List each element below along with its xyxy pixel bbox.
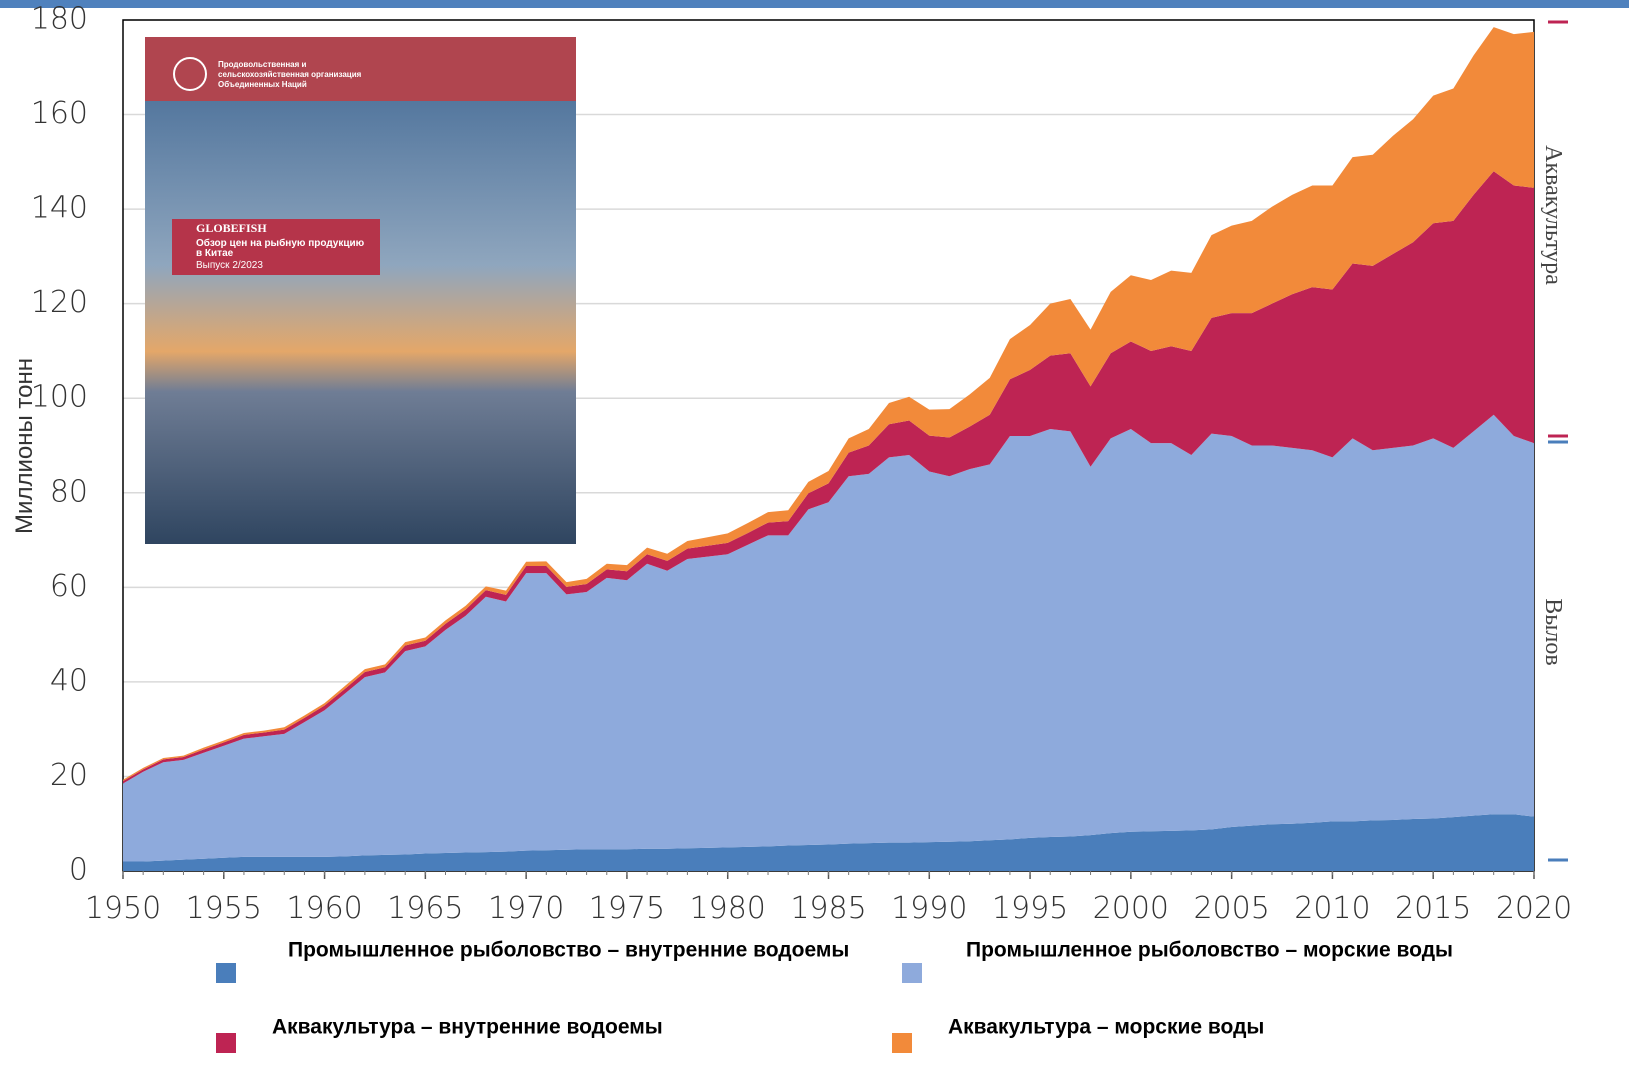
y-tick-label: 20 xyxy=(50,758,88,793)
x-tick-label: 1975 xyxy=(589,891,665,926)
x-tick-label: 1980 xyxy=(690,891,766,926)
top-bar xyxy=(0,0,1629,8)
x-tick-label: 1990 xyxy=(891,891,967,926)
x-tick-label: 1965 xyxy=(387,891,463,926)
x-tick-label: 1950 xyxy=(85,891,161,926)
y-tick-label: 0 xyxy=(69,853,88,888)
legend-swatch xyxy=(216,963,236,983)
chart: Продовольственная и сельскохозяйственная… xyxy=(0,0,1629,1089)
y-tick-label: 140 xyxy=(31,191,88,226)
legend-label: Аквакультура – морские воды xyxy=(948,1016,1264,1039)
cover-header xyxy=(145,37,576,101)
x-tick-label: 1955 xyxy=(186,891,262,926)
cover-image xyxy=(145,37,576,544)
cover: Продовольственная и сельскохозяйственная… xyxy=(145,37,576,544)
x-tick-label: 1995 xyxy=(992,891,1068,926)
side-label: Вылов xyxy=(1540,598,1566,665)
side-label: Аквакультура xyxy=(1540,145,1566,285)
x-tick-label: 2010 xyxy=(1294,891,1370,926)
x-tick-label: 2015 xyxy=(1395,891,1471,926)
y-tick-label: 60 xyxy=(50,569,88,604)
cover-title: GLOBEFISH xyxy=(196,221,267,235)
legend-label: Аквакультура – внутренние водоемы xyxy=(272,1016,663,1039)
legend-swatch xyxy=(902,963,922,983)
x-tick-label: 1970 xyxy=(488,891,564,926)
cover-subtitle: в Китае xyxy=(196,248,234,259)
y-tick-label: 100 xyxy=(31,380,88,415)
y-tick-label: 40 xyxy=(50,663,88,698)
y-tick-label: 80 xyxy=(50,474,88,509)
legend-swatch xyxy=(892,1033,912,1053)
y-tick-label: 180 xyxy=(31,2,88,37)
cover-org: сельскохозяйственная организация xyxy=(218,70,362,79)
x-tick-label: 2020 xyxy=(1496,891,1572,926)
cover-issue: Выпуск 2/2023 xyxy=(196,260,263,271)
x-tick-label: 2005 xyxy=(1193,891,1269,926)
cover-org: Объединенных Наций xyxy=(218,80,307,89)
cover-org: Продовольственная и xyxy=(218,60,307,69)
legend-swatch xyxy=(216,1033,236,1053)
x-tick-label: 1985 xyxy=(790,891,866,926)
y-tick-label: 120 xyxy=(31,285,88,320)
x-tick-label: 2000 xyxy=(1093,891,1169,926)
legend-label: Промышленное рыболовство – внутренние во… xyxy=(288,939,849,962)
y-tick-label: 160 xyxy=(31,96,88,131)
legend-label: Промышленное рыболовство – морские воды xyxy=(966,939,1453,962)
x-tick-label: 1960 xyxy=(286,891,362,926)
